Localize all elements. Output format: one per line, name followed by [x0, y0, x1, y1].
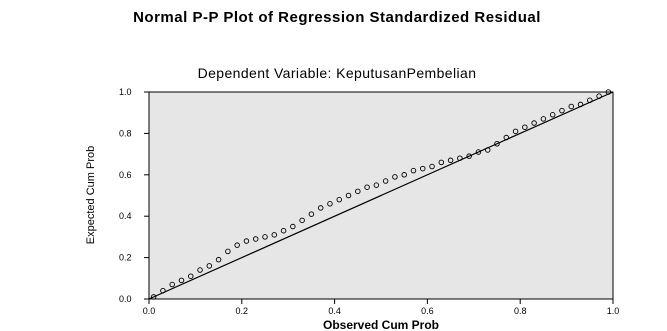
data-point	[410, 167, 417, 174]
x-ticks-layer: 0.0 0.2 0.4 0.6 0.8 1.0	[143, 299, 620, 316]
x-tick-label: 0.6	[421, 306, 434, 316]
data-point	[252, 236, 259, 242]
data-point	[327, 201, 333, 207]
data-point	[512, 128, 519, 135]
x-tick-label: 0.4	[328, 306, 341, 316]
data-point	[271, 232, 278, 238]
data-point	[178, 277, 185, 284]
data-point	[522, 124, 528, 130]
data-point	[503, 134, 510, 141]
x-tick-label: 0.8	[514, 306, 527, 316]
data-point	[540, 116, 547, 122]
data-point	[373, 182, 380, 188]
data-point	[429, 163, 435, 170]
y-tick-label: 0.0	[119, 294, 132, 304]
data-point	[345, 192, 352, 199]
data-point	[317, 205, 324, 211]
data-point	[262, 234, 268, 240]
data-point	[308, 211, 315, 217]
data-point	[401, 172, 407, 178]
x-tick-label: 1.0	[607, 306, 620, 316]
data-point	[336, 196, 342, 203]
y-tick-label: 0.4	[119, 211, 132, 221]
y-tick-label: 0.6	[119, 170, 132, 180]
data-point	[382, 178, 389, 184]
chart-title: Normal P-P Plot of Regression Standardiz…	[133, 9, 541, 26]
y-tick-label: 0.2	[119, 253, 132, 263]
data-point	[559, 107, 565, 114]
data-point	[605, 89, 612, 95]
x-tick-label: 0.2	[236, 306, 249, 316]
data-point	[484, 147, 491, 153]
data-point	[420, 165, 426, 172]
data-points-layer	[150, 89, 612, 300]
data-point	[587, 97, 593, 104]
data-point	[549, 112, 556, 118]
data-point	[188, 273, 194, 279]
y-ticks-layer: 0.0 0.2 0.4 0.6 0.8 1.0	[119, 87, 149, 304]
data-point	[364, 184, 370, 190]
data-point	[299, 217, 305, 224]
data-point	[290, 223, 296, 230]
y-tick-label: 1.0	[119, 87, 132, 97]
y-axis-title: Expected Cum Prob	[85, 146, 97, 244]
data-point	[568, 103, 574, 110]
data-point	[466, 153, 472, 159]
data-point	[160, 287, 166, 294]
data-point	[438, 159, 445, 166]
data-point	[494, 140, 500, 147]
reference-line	[148, 91, 614, 300]
data-point	[225, 248, 231, 255]
data-point	[206, 263, 213, 269]
data-point	[280, 227, 287, 234]
data-point	[596, 93, 602, 99]
data-point	[577, 101, 584, 108]
x-tick-label: 0.0	[143, 306, 156, 316]
data-point	[150, 294, 157, 300]
data-point	[234, 242, 240, 248]
x-axis-title: Observed Cum Prob	[323, 318, 439, 331]
data-point	[169, 281, 175, 288]
data-point	[531, 120, 537, 126]
data-point	[215, 256, 222, 263]
data-point	[475, 149, 482, 155]
data-point	[447, 157, 454, 164]
data-point	[197, 267, 203, 273]
chart-subtitle: Dependent Variable: KeputusanPembelian	[198, 65, 477, 81]
data-point	[243, 238, 250, 244]
data-point	[457, 155, 463, 161]
y-tick-label: 0.8	[119, 128, 132, 138]
data-point	[355, 188, 361, 195]
data-point	[392, 174, 398, 180]
